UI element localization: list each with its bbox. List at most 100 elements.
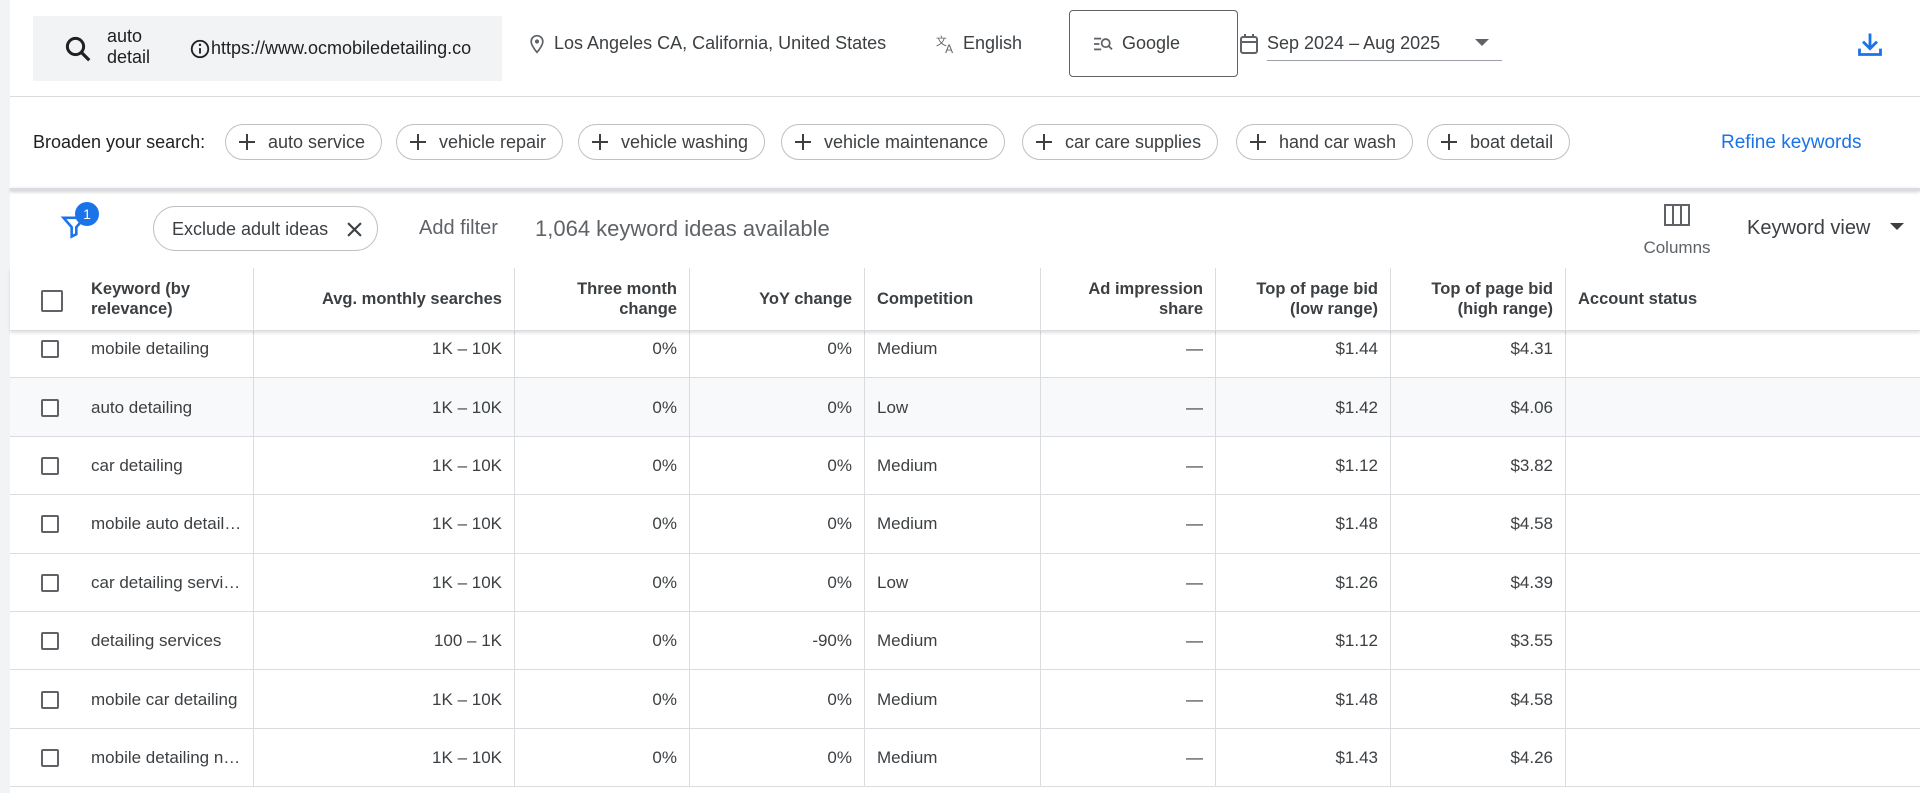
search-box[interactable]: auto detail https://www.ocmobiledetailin… [33,16,502,81]
cell-text: $1.26 [1335,572,1378,592]
table-cell: — [1040,378,1215,437]
plus-icon [1250,134,1266,150]
cell-text: 0% [827,339,852,359]
column-header-text: Three month change [577,280,677,318]
chip-label: vehicle repair [439,131,547,152]
cell-text: 0% [652,339,677,359]
cell-text: 0% [652,631,677,651]
row-checkbox[interactable] [41,340,59,359]
cell-text: $4.26 [1510,747,1553,767]
table-cell: $4.39 [1390,553,1565,612]
table-cell: 1K – 10K [253,553,514,612]
table-cell: 1K – 10K [253,320,514,379]
cell-text: mobile detailing n… [91,747,241,767]
column-header[interactable]: Keyword (by relevance) [78,268,253,330]
table-cell: 1K – 10K [253,378,514,437]
column-header[interactable]: Ad impression share [1040,268,1215,330]
column-header[interactable]: Avg. monthly searches [253,268,514,330]
location[interactable]: Los Angeles CA, California, United State… [554,33,887,53]
table-cell: $1.42 [1215,378,1390,437]
table-cell: — [1040,670,1215,729]
column-header-text: Ad impression share [1088,280,1203,318]
column-header[interactable]: Three month change [514,268,689,330]
row-checkbox[interactable] [41,573,59,592]
column-header[interactable]: Account status [1565,268,1920,330]
cell-text: car detailing [91,455,183,475]
date-picker[interactable]: Sep 2024 – Aug 2025 [1267,24,1502,61]
table-cell [1565,378,1920,437]
row-checkbox[interactable] [41,456,59,475]
cell-text: 0% [652,572,677,592]
column-header[interactable]: Top of page bid (high range) [1390,268,1565,330]
columns-label[interactable]: Columns [1643,238,1711,257]
table-cell: 0% [689,553,864,612]
table-cell: detailing services [78,612,253,670]
cell-text: 1K – 10K [432,397,502,417]
svg-text:A: A [945,42,953,55]
row-checkbox[interactable] [41,748,59,767]
add-filter[interactable]: Add filter [419,217,498,239]
column-header[interactable]: YoY change [689,268,864,330]
suggestion-chip[interactable]: hand car wash [1236,124,1414,160]
columns-icon[interactable] [1664,204,1690,226]
chip-label: vehicle maintenance [824,131,989,152]
table-cell: — [1040,553,1215,612]
table-cell [1565,670,1920,729]
cell-text: $1.44 [1335,339,1378,359]
table-row: mobile auto detail… 1K – 10K 0% 0% Medium — $1… [10,495,1920,554]
close-icon[interactable] [347,222,362,237]
cell-text: — [1186,572,1203,592]
table-cell: Medium [864,320,1040,379]
table-cell: $1.48 [1215,670,1390,729]
column-header[interactable]: Competition [864,268,1040,330]
cell-text: Medium [877,631,938,651]
cell-text: 100 – 1K [433,631,502,651]
table-cell: $4.58 [1390,495,1565,554]
table-cell [1565,436,1920,496]
language[interactable]: English [963,33,1023,53]
table-cell: Low [864,378,1040,437]
table-cell [1565,612,1920,671]
row-checkbox[interactable] [41,398,59,417]
suggestion-chip[interactable]: vehicle washing [578,124,766,160]
cell-text: mobile car detailing [91,689,238,709]
cell-text: — [1186,689,1203,709]
suggestion-chip[interactable]: boat detail [1427,124,1571,160]
suggestion-chip[interactable]: auto service [225,124,383,160]
table-row: mobile car detailing 1K – 10K 0% 0% Medium — $… [10,670,1920,729]
search-icon [65,36,91,62]
cell-text: $1.48 [1335,514,1378,534]
cell-text: Medium [877,455,938,475]
cell-text: $4.06 [1510,397,1553,417]
cell-text: 1K – 10K [432,455,502,475]
table-cell: 0% [689,670,864,729]
plus-icon [410,134,426,150]
suggestion-chip[interactable]: car care supplies [1022,124,1219,160]
table-row: mobile detailing n… 1K – 10K 0% 0% Medium — $1… [10,728,1920,788]
date-range: Sep 2024 – Aug 2025 [1267,33,1441,53]
row-checkbox[interactable] [41,690,59,709]
cell-text: — [1186,397,1203,417]
row-checkbox[interactable] [41,515,59,534]
row-checkbox[interactable] [41,632,59,651]
cell-text: 0% [652,514,677,534]
keyword-view[interactable]: Keyword view [1747,217,1871,239]
refine-keywords[interactable]: Refine keywords [1721,132,1862,153]
network-button[interactable]: Google [1069,10,1238,77]
table-cell: $1.12 [1215,612,1390,671]
suggestion-chip[interactable]: vehicle repair [396,124,564,160]
table-cell: 1K – 10K [253,728,514,788]
network-icon [1094,37,1113,51]
suggestion-chip[interactable]: vehicle maintenance [781,124,1006,160]
plus-icon [239,134,255,150]
table-cell: — [1040,495,1215,554]
download-icon[interactable] [1856,30,1884,58]
filter-chip[interactable]: Exclude adult ideas [153,206,378,251]
cell-text: car detailing servi… [91,572,241,592]
column-header[interactable]: Top of page bid (low range) [1215,268,1390,330]
table-row: detailing services 100 – 1K 0% -90% Medium — $… [10,612,1920,671]
column-header-text: Top of page bid (high range) [1431,280,1553,318]
header-checkbox[interactable] [41,290,63,312]
table-cell: 1K – 10K [253,495,514,554]
